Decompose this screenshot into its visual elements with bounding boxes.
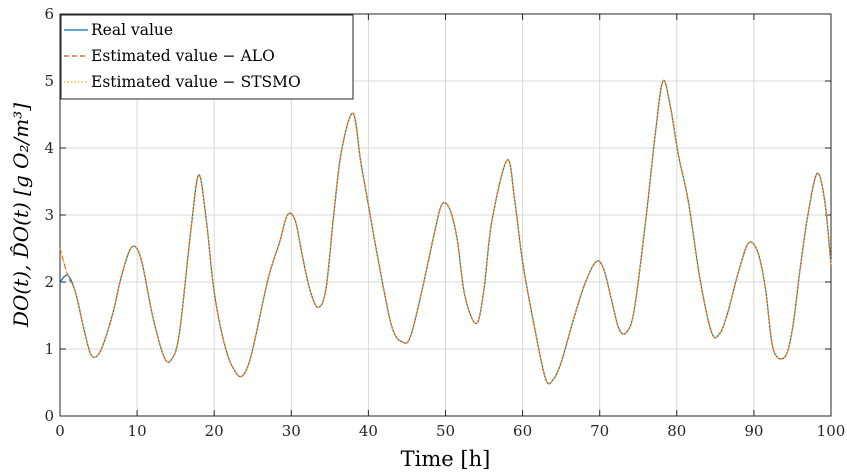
x-tick-label: 10 xyxy=(128,422,147,440)
y-tick-label: 3 xyxy=(44,206,54,224)
x-tick-label: 80 xyxy=(667,422,686,440)
x-tick-label: 60 xyxy=(513,422,532,440)
y-tick-label: 4 xyxy=(44,139,54,157)
y-tick-label: 2 xyxy=(44,273,54,291)
x-tick-label: 50 xyxy=(436,422,455,440)
axes: 0 10 20 30 40 50 60 70 80 90 100 0 1 2 3 4 5 6 xyxy=(44,5,845,440)
y-tick-label: 0 xyxy=(44,407,54,425)
x-tick-label: 90 xyxy=(744,422,763,440)
legend-label-real: Real value xyxy=(91,21,173,39)
legend-label-alo: Estimated value − ALO xyxy=(91,47,275,65)
series-line-stsmo xyxy=(59,79,832,385)
legend-label-stsmo: Estimated value − STSMO xyxy=(91,73,301,91)
series-lines xyxy=(59,79,832,385)
y-tick-label: 6 xyxy=(44,5,54,23)
x-tick-label: 30 xyxy=(282,422,301,440)
y-tick-label: 1 xyxy=(44,340,54,358)
y-tick-label: 5 xyxy=(44,72,54,90)
x-tick-label: 70 xyxy=(590,422,609,440)
x-tick-label: 20 xyxy=(205,422,224,440)
y-axis-label: DO(t), D̂O(t) [g O₂/m³] xyxy=(9,103,33,328)
legend: Real value Estimated value − ALO Estimat… xyxy=(60,14,354,100)
legend-box xyxy=(60,14,354,100)
x-tick-label: 40 xyxy=(359,422,378,440)
x-tick-label: 100 xyxy=(817,422,846,440)
x-axis-label: Time [h] xyxy=(401,447,491,471)
x-tick-label: 0 xyxy=(55,422,65,440)
